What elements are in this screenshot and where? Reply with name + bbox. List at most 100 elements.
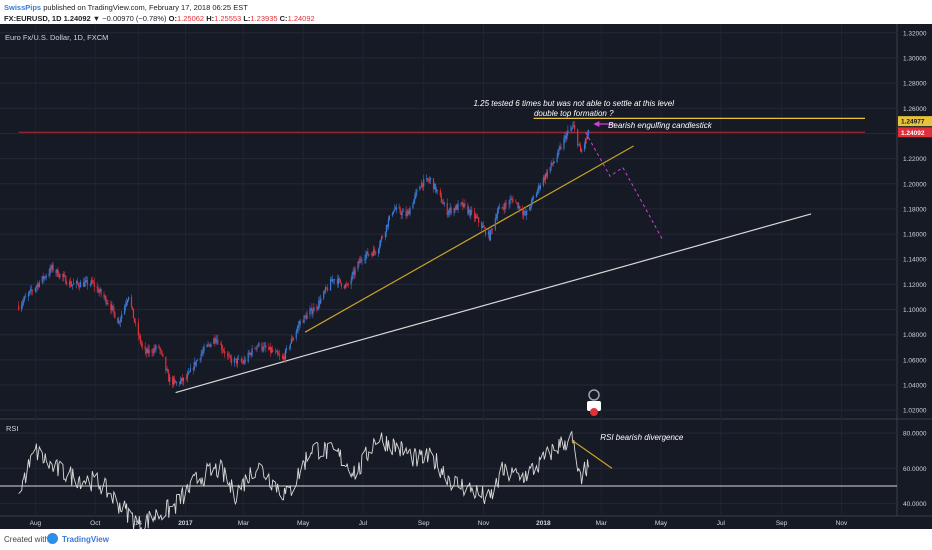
candle-body bbox=[423, 179, 425, 187]
candle-body bbox=[495, 218, 497, 219]
candle-body bbox=[375, 251, 377, 254]
candle-body bbox=[207, 344, 209, 346]
time-tick-label: Sep bbox=[418, 520, 430, 527]
candle-body bbox=[202, 350, 204, 353]
candle-body bbox=[326, 287, 328, 289]
candle-body bbox=[107, 303, 109, 305]
rsi-series[interactable] bbox=[18, 430, 613, 535]
candle-body bbox=[220, 344, 222, 345]
candle-body bbox=[209, 344, 211, 347]
candle-body bbox=[237, 358, 239, 360]
candle-body bbox=[57, 269, 59, 277]
candle-body bbox=[146, 348, 148, 354]
candle-body bbox=[524, 211, 526, 213]
candle-body bbox=[463, 203, 465, 208]
candle-body bbox=[406, 213, 408, 216]
candle-body bbox=[571, 128, 573, 130]
candle-body bbox=[572, 126, 574, 129]
candle-body bbox=[440, 195, 442, 203]
candle-body bbox=[263, 345, 265, 350]
candle-body bbox=[581, 149, 583, 152]
candle-body bbox=[134, 322, 137, 323]
price-chart[interactable]: 1.320001.300001.280001.260001.240001.220… bbox=[0, 24, 932, 535]
time-tick-label: Mar bbox=[238, 520, 250, 527]
candle-body bbox=[359, 259, 361, 264]
candle-body bbox=[182, 377, 185, 382]
candle-body bbox=[491, 229, 493, 231]
candle-body bbox=[251, 348, 253, 356]
candle-body bbox=[242, 361, 244, 364]
candle-body bbox=[296, 328, 298, 332]
time-tick-label: Mar bbox=[596, 520, 608, 527]
candle-body bbox=[172, 377, 174, 385]
tradingview-brand[interactable]: TradingView bbox=[62, 535, 109, 544]
candle-body bbox=[529, 207, 531, 211]
candle-body bbox=[114, 311, 116, 319]
candle-body bbox=[188, 371, 190, 373]
candle-body bbox=[86, 280, 88, 286]
candle-body bbox=[501, 206, 503, 208]
candle-body bbox=[208, 344, 210, 346]
candle-body bbox=[154, 348, 156, 350]
candle-body bbox=[401, 211, 403, 216]
candle-body bbox=[304, 315, 306, 317]
annotation-bearish-engulfing[interactable]: Bearish engulfing candlestick bbox=[608, 121, 713, 130]
low-label: L: bbox=[243, 14, 251, 23]
candle-body bbox=[429, 178, 432, 180]
annotation-rsi-divergence[interactable]: RSI bearish divergence bbox=[600, 433, 684, 442]
candle-body bbox=[519, 205, 521, 210]
candle-body bbox=[261, 343, 263, 350]
ohlc-info: FX:EURUSD, 1D 1.24092 ▼ −0.00970 (−0.78%… bbox=[4, 14, 315, 23]
candle-body bbox=[276, 351, 278, 353]
candle-body bbox=[490, 229, 492, 231]
candle-body bbox=[48, 273, 50, 276]
candle-body bbox=[50, 267, 52, 270]
candle-body bbox=[199, 358, 201, 360]
candle-body bbox=[131, 306, 134, 309]
candle-body bbox=[498, 206, 500, 210]
candle-body bbox=[159, 347, 161, 350]
annotation-tested-text[interactable]: 1.25 tested 6 times but was not able to … bbox=[473, 99, 674, 108]
candle-body bbox=[185, 377, 188, 379]
projection-path[interactable] bbox=[585, 121, 664, 241]
candle-body bbox=[215, 340, 217, 343]
candle-body bbox=[133, 318, 136, 323]
candlestick-series[interactable] bbox=[18, 120, 590, 389]
candle-body bbox=[258, 343, 260, 346]
candle-body bbox=[178, 382, 181, 384]
candle-body bbox=[275, 351, 277, 353]
candle-body bbox=[556, 156, 558, 162]
drawing-lines[interactable] bbox=[18, 117, 865, 394]
candle-body bbox=[381, 236, 384, 238]
candle-body bbox=[412, 204, 414, 209]
candle-body bbox=[352, 271, 354, 275]
candle-body bbox=[137, 322, 139, 336]
candle-body bbox=[487, 231, 490, 235]
candle-body bbox=[175, 380, 177, 384]
economic-event-icon[interactable] bbox=[587, 389, 601, 416]
candle-body bbox=[297, 325, 299, 329]
symbol-line: FX:EURUSD, 1D 1.24092 bbox=[4, 14, 91, 23]
candle-body bbox=[186, 374, 188, 379]
candle-body bbox=[278, 355, 281, 356]
candle-body bbox=[127, 296, 130, 301]
candle-body bbox=[59, 273, 61, 278]
candle-body bbox=[462, 202, 464, 208]
candle-body bbox=[483, 227, 486, 229]
candle-body bbox=[90, 280, 92, 285]
candle-body bbox=[310, 308, 312, 311]
candle-body bbox=[435, 189, 438, 192]
candle-body bbox=[235, 358, 238, 364]
candle-body bbox=[73, 283, 75, 285]
publisher-name[interactable]: SwissPips bbox=[4, 3, 42, 12]
candle-body bbox=[302, 321, 304, 323]
annotation-double-top[interactable]: double top formation ? bbox=[534, 109, 614, 118]
chart-area[interactable]: 1.320001.300001.280001.260001.240001.220… bbox=[0, 24, 932, 535]
candle-body bbox=[378, 245, 381, 249]
candle-body bbox=[496, 212, 498, 219]
candle-body bbox=[144, 346, 146, 351]
candle-body bbox=[194, 362, 196, 366]
candle-body bbox=[193, 362, 195, 370]
candle-body bbox=[243, 359, 245, 364]
candle-body bbox=[373, 249, 375, 256]
